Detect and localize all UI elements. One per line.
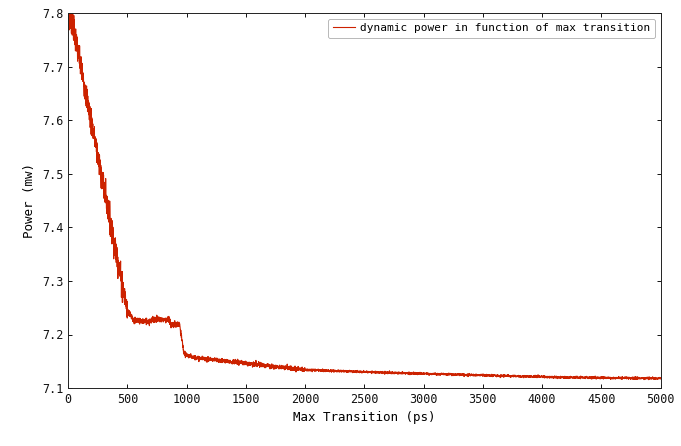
Y-axis label: Power (mw): Power (mw) bbox=[23, 163, 36, 238]
X-axis label: Max Transition (ps): Max Transition (ps) bbox=[293, 412, 436, 425]
Legend: dynamic power in function of max transition: dynamic power in function of max transit… bbox=[328, 19, 655, 38]
